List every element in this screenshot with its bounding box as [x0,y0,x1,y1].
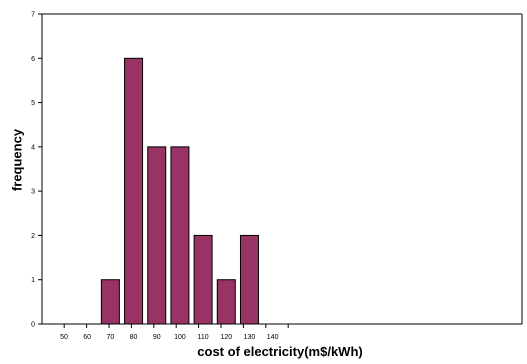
x-tick-label: 110 [198,334,209,341]
x-tick-label: 80 [130,334,138,341]
histogram-bar [170,146,190,325]
y-tick-label: 3 [31,189,35,196]
y-tick-label: 6 [31,56,35,63]
x-tick-label: 70 [106,334,114,341]
x-tick-label: 100 [174,334,186,341]
histogram-bar [100,279,120,325]
histogram-bar [193,234,213,325]
y-tick-label: 1 [31,277,35,284]
y-tick-label: 2 [31,233,35,240]
y-axis-title: frequency [9,128,25,192]
y-tick-label: 0 [31,322,35,329]
histogram-bar [147,146,167,325]
x-tick-label: 120 [220,334,232,341]
histogram-bar [216,279,236,325]
x-tick-label: 90 [153,334,161,341]
x-axis-title: cost of electricity(m$/kWh) [197,344,363,359]
x-tick-label: 130 [244,334,256,341]
x-tick-label: 50 [60,334,68,341]
y-tick-label: 5 [31,100,35,107]
y-axis-title-box: frequency [2,60,32,260]
x-tick-label: 60 [83,334,91,341]
y-tick-label: 7 [31,12,35,19]
histogram-bar [124,57,144,325]
x-tick-label: 140 [267,334,279,341]
histogram-bar [239,234,259,325]
y-tick-label: 4 [31,144,35,151]
